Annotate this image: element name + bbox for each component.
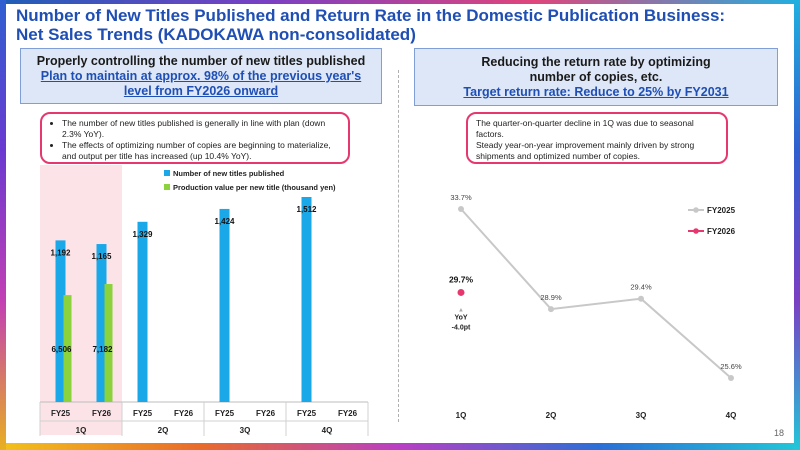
legend-label: Production value per new title (thousand… bbox=[173, 183, 336, 192]
legend-marker bbox=[693, 207, 699, 213]
right-callout-line1: The quarter-on-quarter decline in 1Q was… bbox=[476, 118, 694, 139]
right-header-line3: Target return rate: Reduce to 25% by FY2… bbox=[463, 85, 729, 99]
bar-value-label-2: 6,506 bbox=[51, 345, 72, 354]
bar-value-label: 1,165 bbox=[91, 252, 112, 261]
x-group-label: 3Q bbox=[240, 426, 251, 435]
x-tick-label: FY26 bbox=[256, 409, 276, 418]
legend-label: Number of new titles published bbox=[173, 169, 285, 178]
bar-titles-published bbox=[219, 208, 230, 402]
left-callout-bullet: The number of new titles published is ge… bbox=[62, 118, 342, 140]
right-header-box: Reducing the return rate by optimizing n… bbox=[414, 48, 778, 106]
bar-value-label: 1,424 bbox=[214, 217, 235, 226]
point-fy2025 bbox=[728, 375, 734, 381]
left-header-line3: level from FY2026 onward bbox=[123, 84, 279, 98]
point-label-fy2025: 29.4% bbox=[630, 283, 652, 292]
frame-bottom-stripe bbox=[0, 443, 800, 450]
x-group-label: 1Q bbox=[76, 426, 87, 435]
bar-production-value bbox=[104, 284, 113, 402]
x-tick-label: FY26 bbox=[92, 409, 112, 418]
right-callout: The quarter-on-quarter decline in 1Q was… bbox=[466, 112, 728, 164]
x-tick-label: 4Q bbox=[726, 411, 737, 420]
page-number: 18 bbox=[774, 428, 785, 438]
point-label-fy2026: 29.7% bbox=[449, 274, 474, 284]
point-fy2025 bbox=[548, 306, 554, 313]
frame-right-stripe bbox=[794, 0, 800, 450]
x-tick-label: 1Q bbox=[456, 411, 467, 420]
legend-label: FY2025 bbox=[707, 206, 736, 215]
point-fy2025 bbox=[638, 295, 644, 302]
page-title: Number of New Titles Published and Retur… bbox=[16, 6, 786, 44]
legend-swatch bbox=[164, 170, 170, 176]
left-header-box: Properly controlling the number of new t… bbox=[20, 48, 382, 104]
right-header-line1: Reducing the return rate by optimizing bbox=[481, 55, 711, 69]
point-label-fy2025: 28.9% bbox=[540, 293, 562, 302]
left-callout-list: The number of new titles published is ge… bbox=[50, 118, 342, 162]
legend-swatch bbox=[164, 184, 170, 190]
bar-titles-published bbox=[96, 244, 107, 402]
x-tick-label: FY25 bbox=[215, 409, 235, 418]
x-tick-label: FY25 bbox=[297, 409, 317, 418]
x-tick-label: 3Q bbox=[636, 411, 647, 420]
x-group-label: 2Q bbox=[158, 426, 169, 435]
bar-production-value bbox=[63, 295, 72, 402]
x-tick-label: FY26 bbox=[338, 409, 358, 418]
left-callout: The number of new titles published is ge… bbox=[40, 112, 350, 164]
yoy-arrow-icon: ▲ bbox=[458, 307, 464, 313]
point-label-fy2025: 25.6% bbox=[720, 362, 742, 371]
left-callout-bullet: The effects of optimizing number of copi… bbox=[62, 140, 342, 162]
right-header-line2: number of copies, etc. bbox=[529, 70, 663, 84]
right-callout-line2: Steady year-on-year improvement mainly d… bbox=[476, 140, 695, 161]
section-divider bbox=[398, 70, 399, 422]
legend-marker bbox=[693, 228, 699, 234]
frame-top-stripe bbox=[0, 0, 800, 4]
left-header-line1: Properly controlling the number of new t… bbox=[36, 54, 366, 68]
x-tick-label: FY26 bbox=[174, 409, 194, 418]
point-label-fy2025: 33.7% bbox=[450, 193, 472, 202]
bar-value-label: 1,512 bbox=[296, 205, 317, 214]
bar-titles-published bbox=[137, 221, 148, 402]
yoy-value: -4.0pt bbox=[452, 324, 471, 331]
bar-value-label: 1,329 bbox=[132, 230, 153, 239]
bar-titles-published bbox=[55, 240, 66, 402]
x-group-label: 4Q bbox=[322, 426, 333, 435]
x-tick-label: 2Q bbox=[546, 411, 557, 420]
point-fy2026 bbox=[457, 288, 465, 296]
bar-value-label: 1,192 bbox=[50, 248, 71, 257]
x-tick-label: FY25 bbox=[51, 409, 71, 418]
x-tick-label: FY25 bbox=[133, 409, 153, 418]
left-header-line2: Plan to maintain at approx. 98% of the p… bbox=[40, 69, 362, 83]
bar-titles-published bbox=[301, 197, 312, 402]
page-title-line1: Number of New Titles Published and Retur… bbox=[16, 6, 726, 25]
frame-left-stripe bbox=[0, 0, 6, 450]
bar-value-label-2: 7,182 bbox=[92, 345, 113, 354]
yoy-label: YoY bbox=[454, 314, 467, 321]
point-fy2025 bbox=[458, 206, 464, 212]
legend-label: FY2026 bbox=[707, 227, 736, 236]
page-title-line2: Net Sales Trends (KADOKAWA non-consolida… bbox=[16, 25, 416, 44]
line-fy2025 bbox=[460, 208, 732, 379]
